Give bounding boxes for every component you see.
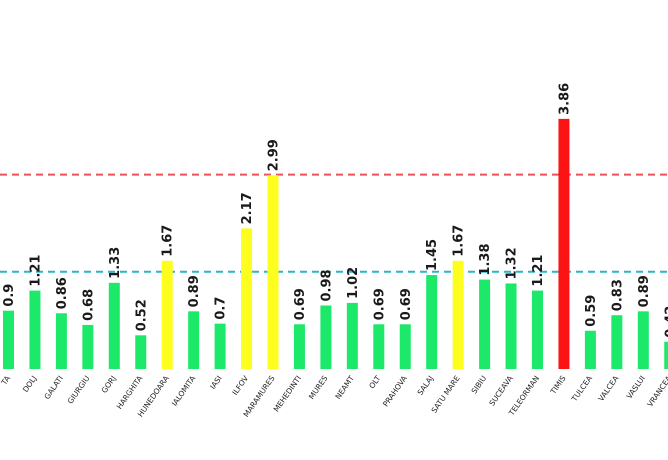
value-labels-group: 0.9 1.21 0.86 0.68 1.33 0.52 1.67 0.89 0.7 2.17 2.…	[2, 83, 668, 338]
category-label-vaslui: VASLUI	[625, 374, 647, 401]
bar-hunedoara[interactable]	[161, 260, 173, 369]
value-label-salaj: 1.45	[425, 239, 440, 271]
value-label-sibiu: 1.38	[478, 243, 493, 275]
category-label-neamt: NEAMT	[333, 374, 356, 401]
category-label-salaj: SALAJ	[415, 374, 435, 397]
value-label-ta: 0.9	[2, 284, 17, 307]
value-label-timis: 3.86	[557, 83, 572, 115]
value-label-vrancea: 0.42	[663, 306, 668, 338]
value-label-valcea: 0.83	[610, 279, 625, 311]
category-label-dolj: DOLJ	[21, 374, 39, 394]
reference-lines	[0, 173, 668, 273]
value-label-vaslui: 0.89	[637, 275, 652, 307]
bar-tulcea[interactable]	[584, 330, 596, 369]
category-label-ilfov: ILFOV	[230, 373, 250, 397]
value-label-ilfov: 2.17	[240, 192, 255, 224]
category-label-giurgiu: GIURGIU	[66, 374, 92, 406]
bar-harghita[interactable]	[135, 335, 147, 369]
value-label-mures: 0.98	[319, 269, 334, 301]
value-label-dolj: 1.21	[28, 255, 43, 287]
bar-maramures[interactable]	[267, 175, 279, 369]
bar-gorj[interactable]	[108, 282, 120, 369]
value-label-tulcea: 0.59	[584, 295, 599, 327]
bar-vrancea[interactable]	[664, 341, 668, 369]
bar-olt[interactable]	[373, 324, 385, 369]
bar-salaj[interactable]	[426, 275, 438, 369]
value-label-iasi: 0.7	[214, 297, 229, 320]
bar-satu-mare[interactable]	[452, 260, 464, 369]
category-label-sibiu: SIBIU	[469, 374, 488, 395]
category-label-prahova: PRAHOVA	[381, 373, 409, 408]
bar-timis[interactable]	[558, 118, 570, 369]
value-label-maramures: 2.99	[267, 139, 282, 171]
category-label-olt: OLT	[367, 374, 382, 391]
bars-group	[3, 118, 668, 369]
category-labels-group: TA DOLJ GALATI GIURGIU GORJHARGHITAHUNEDOARA…	[0, 373, 668, 418]
category-label-mehedinti: MEHEDINTI	[272, 374, 303, 414]
bar-mures[interactable]	[320, 305, 332, 369]
value-label-gorj: 1.33	[108, 247, 123, 279]
bar-teleorman[interactable]	[532, 290, 543, 369]
bar-iasi[interactable]	[214, 323, 226, 369]
bar-ialomita[interactable]	[188, 311, 200, 369]
category-label-tulcea: TULCEA	[569, 373, 594, 404]
value-label-suceava: 1.32	[505, 247, 520, 279]
category-label-vrancea: VRANCEA	[645, 373, 668, 408]
bar-vaslui[interactable]	[637, 311, 649, 369]
value-label-giurgiu: 0.68	[81, 289, 96, 321]
value-label-galati: 0.86	[55, 277, 70, 309]
bar-mehedinti[interactable]	[293, 324, 305, 369]
value-label-prahova: 0.69	[399, 288, 414, 320]
bar-giurgiu[interactable]	[82, 324, 94, 369]
category-label-iasi: IASI	[208, 374, 224, 391]
value-label-satu-mare: 1.67	[452, 225, 467, 257]
bar-neamt[interactable]	[346, 302, 358, 369]
value-label-teleorman: 1.21	[531, 255, 546, 287]
bar-ta[interactable]	[3, 310, 14, 369]
bar-dolj[interactable]	[29, 290, 41, 369]
bar-prahova[interactable]	[399, 324, 411, 369]
category-label-valcea: VALCEA	[596, 373, 621, 403]
category-label-timis: TIMIS	[548, 374, 568, 397]
value-label-olt: 0.69	[372, 288, 387, 320]
category-label-suceava: SUCEAVA	[487, 373, 515, 407]
value-label-mehedinti: 0.69	[293, 288, 308, 320]
value-label-harghita: 0.52	[134, 299, 149, 331]
bar-galati[interactable]	[55, 313, 67, 369]
bar-sibiu[interactable]	[479, 279, 491, 369]
value-label-ialomita: 0.89	[187, 275, 202, 307]
bar-ilfov[interactable]	[241, 228, 253, 369]
bar-suceava[interactable]	[505, 283, 517, 369]
category-label-ta: TA	[0, 373, 13, 387]
category-label-ialomita: IALOMITA	[170, 373, 198, 408]
category-label-gorj: GORJ	[100, 374, 118, 395]
bar-valcea[interactable]	[611, 315, 623, 369]
category-label-mures: MURES	[307, 374, 330, 401]
value-label-neamt: 1.02	[346, 267, 361, 299]
category-label-galati: GALATI	[42, 374, 65, 401]
value-label-hunedoara: 1.67	[161, 225, 176, 257]
